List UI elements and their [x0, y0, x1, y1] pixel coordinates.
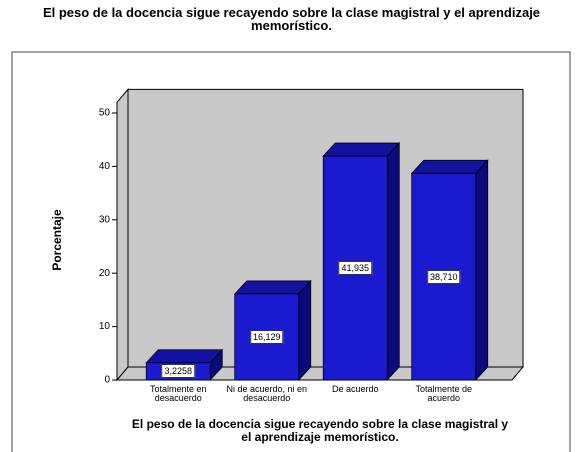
x-axis-title: El peso de la docencia sigue recayendo s… — [131, 417, 509, 444]
value-label: 38,710 — [426, 269, 461, 284]
x-tick-label: Totalmente en desacuerdo — [149, 384, 207, 403]
x-tick-label: Totalmente de acuerdo — [415, 384, 473, 403]
x-tick-label: De acuerdo — [331, 384, 379, 394]
y-axis-title: Porcentaje — [50, 209, 64, 271]
bar-top — [322, 142, 401, 157]
bar-side — [475, 159, 489, 382]
value-label: 3,2258 — [161, 364, 196, 379]
y-tick-label: 0 — [104, 375, 110, 386]
bar-top — [410, 159, 489, 174]
value-label: 16,129 — [249, 329, 284, 344]
left-wall — [116, 87, 129, 382]
bar-side — [298, 279, 312, 382]
bar-top — [145, 349, 224, 364]
y-tick-label: 20 — [99, 268, 111, 279]
y-tick-label: 40 — [99, 161, 111, 172]
bar-top — [233, 280, 312, 295]
bar-side — [386, 142, 400, 382]
y-tick-label: 10 — [99, 321, 111, 332]
x-tick-label: Ni de acuerdo, ni en desacuerdo — [226, 384, 308, 403]
y-tick-label: 50 — [99, 108, 111, 119]
y-tick-label: 30 — [99, 214, 111, 225]
value-label: 41,935 — [338, 261, 373, 276]
chart-title: El peso de la docencia sigue recayendo s… — [42, 5, 541, 33]
